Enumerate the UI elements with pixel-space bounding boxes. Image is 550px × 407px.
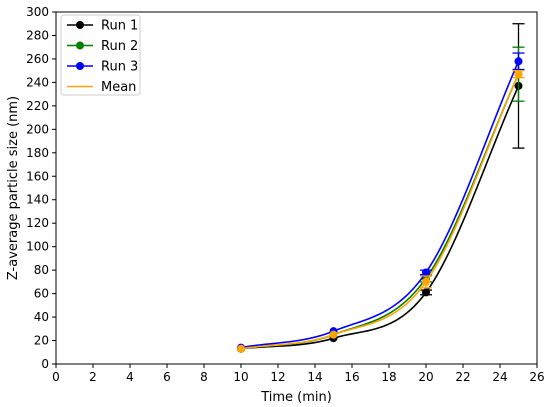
data-point	[422, 288, 430, 297]
y-tick-label: 240	[26, 75, 49, 89]
series-4	[237, 70, 525, 353]
y-tick-label: 0	[41, 357, 49, 371]
series-line	[240, 73, 520, 350]
x-tick-label: 16	[344, 370, 359, 384]
y-tick-label: 300	[26, 5, 49, 19]
y-tick-label: 120	[26, 216, 49, 230]
legend-swatch-marker	[76, 62, 84, 70]
legend-label: Run 1	[101, 19, 138, 34]
y-tick-label: 80	[34, 263, 49, 277]
x-tick-label: 2	[89, 370, 97, 384]
x-tick-label: 12	[270, 370, 285, 384]
series-layer	[237, 23, 525, 353]
x-tick-label: 14	[307, 370, 322, 384]
legend: Run 1 Run 2 Run 3 Mean	[60, 14, 141, 96]
y-tick-label: 20	[34, 334, 49, 348]
legend-label: Run 2	[101, 39, 138, 54]
y-tick-label: 280	[26, 28, 49, 42]
legend-swatch-marker	[76, 41, 84, 50]
plot-frame	[55, 11, 538, 365]
x-tick-label: 24	[492, 370, 507, 384]
series-3	[237, 52, 525, 352]
x-tick-label: 20	[418, 370, 433, 384]
y-axis-label: Z-average particle size (nm)	[6, 96, 21, 280]
data-point	[422, 268, 430, 277]
x-tick-label: 8	[200, 370, 208, 384]
y-tick-label: 200	[26, 122, 49, 136]
y-tick-label: 180	[26, 146, 49, 160]
series-2	[237, 46, 525, 353]
legend-frame	[60, 14, 141, 96]
legend-label: Run 3	[101, 60, 138, 75]
legend-label: Mean	[101, 80, 136, 95]
axis-ticks: 0 2 4 6 8 10 12 14 16 18 20 22 24 2602040608010012014…	[26, 5, 545, 384]
x-tick-label: 22	[455, 370, 470, 384]
series-line	[240, 73, 520, 350]
data-point	[514, 57, 523, 66]
series-1	[237, 23, 525, 353]
data-point	[237, 344, 245, 353]
y-tick-label: 260	[26, 52, 49, 66]
y-tick-label: 40	[34, 310, 49, 324]
series-line	[240, 60, 520, 349]
data-point	[422, 277, 430, 286]
x-tick-label: 6	[163, 370, 171, 384]
y-tick-label: 60	[34, 287, 49, 301]
x-axis-label: Time (min)	[260, 390, 332, 405]
legend-swatch-marker	[76, 21, 84, 29]
data-point	[514, 70, 523, 79]
y-tick-label: 100	[26, 240, 49, 254]
x-tick-label: 4	[126, 370, 134, 384]
x-tick-label: 0	[52, 370, 60, 384]
y-tick-label: 220	[26, 99, 49, 113]
x-tick-label: 10	[233, 370, 248, 384]
x-tick-label: 18	[381, 370, 396, 384]
y-tick-label: 160	[26, 169, 49, 183]
series-line	[240, 85, 520, 350]
y-tick-label: 140	[26, 193, 49, 207]
x-tick-label: 26	[529, 370, 544, 384]
data-point	[329, 330, 338, 339]
